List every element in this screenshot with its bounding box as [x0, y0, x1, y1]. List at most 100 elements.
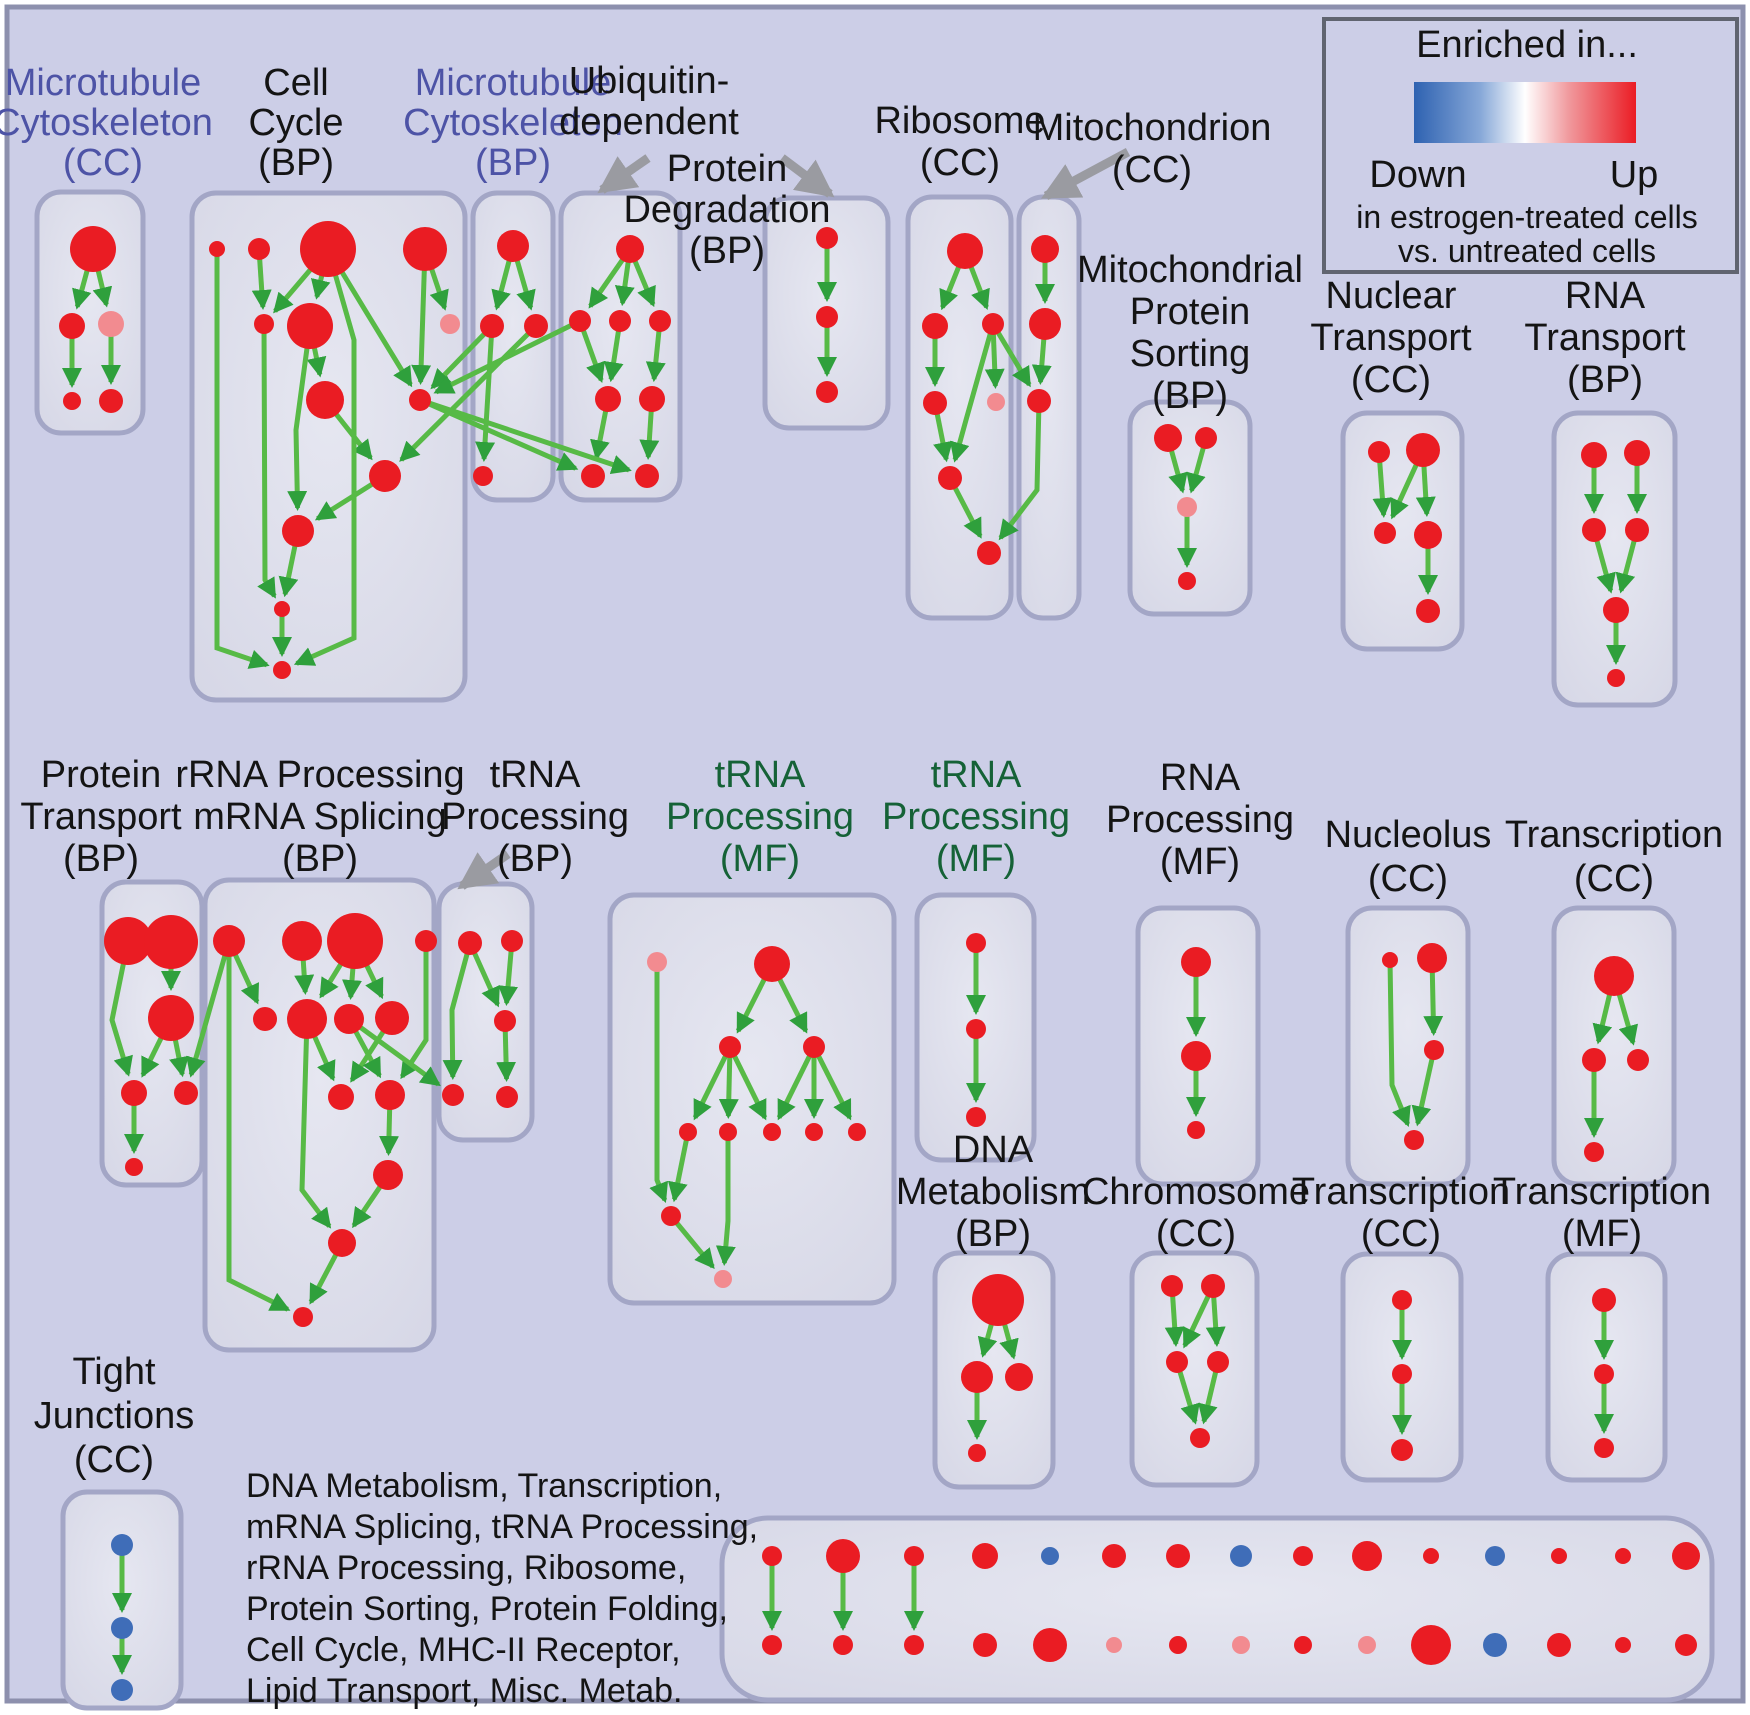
go-term-node-up	[1594, 956, 1634, 996]
go-term-node-up	[1417, 943, 1447, 973]
cluster-label: (CC)	[1112, 149, 1192, 191]
relation-arrow	[776, 1045, 817, 1121]
go-term-node-up	[833, 1635, 853, 1655]
cluster-label: Processing	[441, 796, 629, 838]
cluster-label: Nucleolus	[1325, 814, 1492, 856]
go-term-node-up	[174, 1081, 198, 1105]
go-term-node-down	[1041, 1547, 1059, 1565]
relation-arrow	[442, 942, 473, 1081]
go-term-node-up	[473, 466, 493, 486]
cluster-box-rnat	[1551, 410, 1678, 708]
go-term-node-up	[661, 1206, 681, 1226]
go-term-node-up	[1033, 1628, 1067, 1662]
go-term-node-up	[59, 313, 85, 339]
go-term-node-up	[982, 313, 1004, 335]
legend-sub1: in estrogen-treated cells	[1356, 199, 1698, 235]
go-term-node-up	[947, 233, 983, 269]
go-term-node-up	[287, 999, 327, 1039]
cluster-label: (BP)	[63, 838, 139, 880]
relation-arrow	[949, 323, 996, 463]
go-term-node-up	[369, 460, 401, 492]
go-term-node-up	[375, 1080, 405, 1110]
go-term-node-up	[1166, 1351, 1188, 1373]
go-term-node-up	[973, 1633, 997, 1657]
cluster-label: Sorting	[1130, 333, 1250, 375]
go-term-node-up	[1368, 441, 1390, 463]
cluster-label: (BP)	[689, 230, 765, 272]
go-term-node-up	[148, 995, 194, 1041]
go-term-node-down	[1485, 1546, 1505, 1566]
go-term-node-up	[1169, 1636, 1187, 1654]
go-term-node-up	[121, 1080, 147, 1106]
cluster-label: (BP)	[497, 838, 573, 880]
go-term-node-up	[63, 392, 81, 410]
ubiquitin-pointer-left	[597, 154, 651, 194]
cluster-label: (CC)	[920, 142, 1000, 184]
cluster-label: (BP)	[282, 838, 358, 880]
misc-clusters-note-line: DNA Metabolism, Transcription,	[246, 1467, 722, 1505]
go-term-node-up	[816, 381, 838, 403]
go-term-node-up	[1102, 1544, 1126, 1568]
go-term-node-up	[922, 313, 948, 339]
go-term-node-up	[1201, 1274, 1225, 1298]
cluster-label: Cell	[263, 62, 328, 104]
go-term-node-up	[581, 464, 605, 488]
go-term-node-up	[966, 1019, 986, 1039]
cluster-label: Microtubule	[415, 62, 611, 104]
go-term-node-up	[300, 221, 356, 277]
go-term-node-up	[274, 601, 290, 617]
go-term-node-up	[328, 1084, 354, 1110]
go-term-node-up	[409, 389, 431, 411]
cluster-label: Transcription	[1493, 1171, 1711, 1213]
go-term-node-up	[213, 925, 245, 957]
go-term-node-up	[1414, 521, 1442, 549]
cluster-label: (MF)	[1160, 841, 1240, 883]
go-term-node-up	[1624, 440, 1650, 466]
go-term-node-up	[1603, 597, 1629, 623]
misc-clusters-note-line: rRNA Processing, Ribosome,	[246, 1549, 686, 1587]
relation-arrow	[433, 318, 582, 395]
go-term-node-up	[1391, 1439, 1413, 1461]
cluster-label: (CC)	[1361, 1213, 1441, 1255]
go-term-node-down	[1230, 1545, 1252, 1567]
cluster-label: (BP)	[955, 1213, 1031, 1255]
cluster-label: (CC)	[1351, 359, 1431, 401]
cluster-label: Processing	[882, 796, 1070, 838]
go-term-node-up	[1582, 518, 1606, 542]
relation-arrow	[998, 400, 1042, 541]
cluster-box-dna	[932, 1250, 1056, 1490]
go-term-node-up-light	[647, 952, 667, 972]
cluster-label: tRNA	[715, 754, 806, 796]
go-term-node-up	[375, 1001, 409, 1035]
go-term-node-up	[1607, 669, 1625, 687]
go-term-node-up	[293, 1307, 313, 1327]
cluster-label: Protein	[41, 754, 161, 796]
relation-arrow	[727, 1045, 768, 1121]
mitochondrion-pointer	[1041, 148, 1131, 200]
go-term-node-up	[569, 310, 591, 332]
cluster-label: Transcription	[1505, 814, 1723, 856]
go-term-node-up	[803, 1036, 825, 1058]
go-term-node-up	[719, 1036, 741, 1058]
go-term-node-up	[938, 466, 962, 490]
cluster-label: (BP)	[1152, 375, 1228, 417]
go-term-node-up	[373, 1160, 403, 1190]
cluster-label: tRNA	[490, 754, 581, 796]
go-term-node-up-light	[1358, 1636, 1376, 1654]
legend-sub2: vs. untreated cells	[1398, 233, 1656, 269]
go-term-node-up	[1154, 424, 1182, 452]
go-term-node-up	[1031, 235, 1059, 263]
go-term-node-up	[966, 1107, 986, 1127]
go-term-node-up	[282, 515, 314, 547]
cluster-label: Protein	[1130, 291, 1250, 333]
relation-arrow	[418, 397, 579, 471]
cluster-label: (CC)	[74, 1439, 154, 1481]
go-term-node-up	[1672, 1542, 1700, 1570]
go-term-node-up	[1294, 1636, 1312, 1654]
go-term-node-up	[816, 306, 838, 328]
cluster-label: Junctions	[34, 1395, 195, 1437]
go-term-node-up-light	[1232, 1636, 1250, 1654]
go-term-node-up	[904, 1546, 924, 1566]
cluster-label: mRNA Splicing	[193, 796, 446, 838]
